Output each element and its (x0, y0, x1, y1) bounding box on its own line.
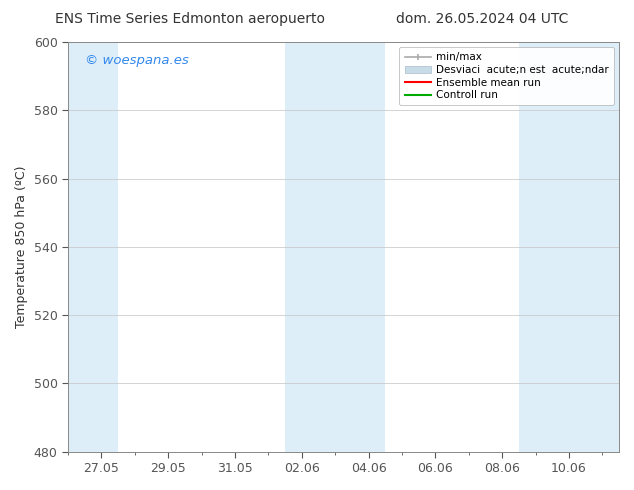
Text: dom. 26.05.2024 04 UTC: dom. 26.05.2024 04 UTC (396, 12, 568, 26)
Y-axis label: Temperature 850 hPa (ºC): Temperature 850 hPa (ºC) (15, 166, 28, 328)
Legend: min/max, Desviaci  acute;n est  acute;ndar, Ensemble mean run, Controll run: min/max, Desviaci acute;n est acute;ndar… (399, 47, 614, 105)
Bar (519, 42, 619, 452)
Bar (68, 42, 118, 452)
Text: © woespana.es: © woespana.es (84, 54, 188, 67)
Text: ENS Time Series Edmonton aeropuerto: ENS Time Series Edmonton aeropuerto (55, 12, 325, 26)
Bar (285, 42, 385, 452)
